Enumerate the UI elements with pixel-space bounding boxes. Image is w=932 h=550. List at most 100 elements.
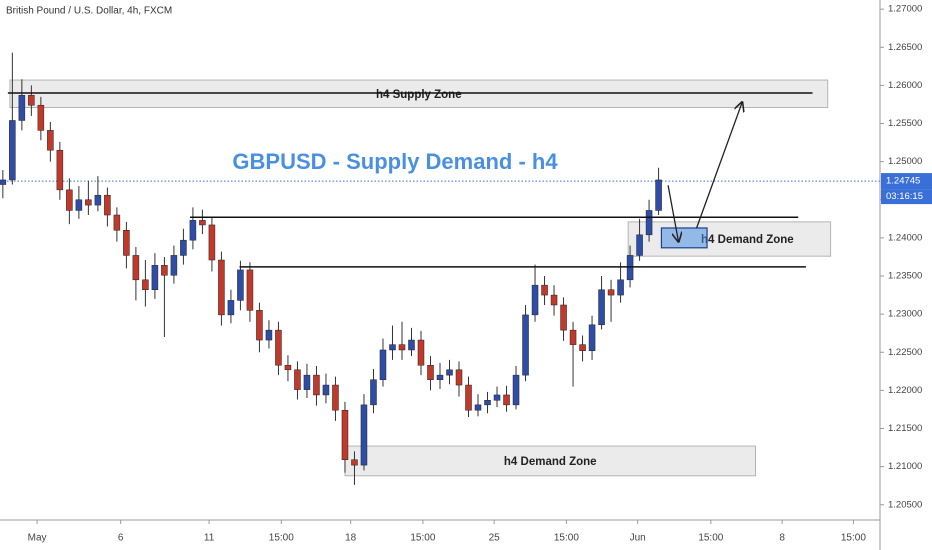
y-tick-label: 1.21000 (888, 461, 922, 472)
zone-label: h4 Supply Zone (376, 89, 462, 101)
candle-body (56, 149, 64, 191)
candle-body (113, 214, 121, 231)
candle-body (66, 189, 73, 211)
zone (9, 79, 829, 109)
arrow (695, 102, 743, 229)
candle-body (246, 269, 254, 311)
x-tick-label: Jun (630, 533, 646, 544)
last-price-label: 1.24745 (886, 176, 920, 187)
candle-body (598, 289, 605, 326)
candle-body (189, 220, 197, 241)
candle-body (588, 324, 596, 351)
candle-body (408, 339, 415, 351)
zone-label: h4 Demand Zone (504, 456, 597, 468)
candle-body (85, 199, 92, 206)
annotation: GBPUSD - Supply Demand - h4 (232, 149, 558, 174)
candle-body (0, 179, 7, 185)
candle-body (522, 314, 529, 376)
x-tick-label: 15:00 (410, 533, 435, 544)
candle-body (199, 220, 206, 226)
candle-body (541, 284, 548, 296)
candle-body (465, 384, 472, 411)
x-tick-label: 18 (345, 533, 357, 544)
y-tick-label: 1.22000 (888, 385, 922, 396)
y-tick-label: 1.27000 (888, 4, 922, 15)
candle-body (256, 310, 263, 341)
candle-body (531, 284, 539, 316)
candle-body (560, 304, 567, 331)
candle-body (275, 329, 282, 366)
candle-body (645, 210, 653, 236)
x-tick-label: 15:00 (698, 533, 723, 544)
candle-body (607, 289, 615, 296)
y-tick-label: 1.22500 (888, 347, 922, 358)
y-tick-label: 1.24000 (888, 232, 922, 243)
candle-body (417, 339, 425, 366)
candle-body (655, 179, 662, 211)
y-tick-label: 1.25000 (888, 156, 922, 167)
y-tick-label: 1.23500 (888, 271, 922, 282)
candle-body (436, 374, 444, 380)
candle-body (474, 404, 482, 411)
candle-body (75, 199, 83, 211)
candle-body (94, 194, 102, 206)
candle-body (132, 255, 140, 281)
chart-title: British Pound / U.S. Dollar, 4h, FXCM (6, 6, 172, 17)
candle-body (503, 394, 510, 406)
candle-body (512, 374, 520, 406)
x-tick-label: 15:00 (841, 533, 866, 544)
candle-body (550, 294, 558, 306)
x-tick-label: 11 (204, 533, 215, 544)
candle-body (626, 255, 634, 281)
candle-body (170, 255, 178, 276)
candle-body (142, 279, 149, 290)
candle-body (493, 394, 501, 401)
candle-body (379, 349, 387, 380)
candle-body (446, 369, 453, 376)
countdown-label: 03:16:15 (886, 191, 923, 202)
y-tick-label: 1.26000 (888, 80, 922, 91)
x-tick-label: 25 (489, 533, 501, 544)
y-tick-label: 1.26500 (888, 42, 922, 53)
zone (344, 445, 757, 477)
candle-body (28, 95, 35, 106)
y-tick-label: 1.23000 (888, 309, 922, 320)
candle-body (180, 239, 187, 256)
x-tick-label: 6 (118, 533, 124, 544)
candle-body (161, 265, 168, 276)
candle-body (617, 279, 624, 296)
x-tick-label: 15:00 (269, 533, 294, 544)
candle-body (227, 300, 235, 316)
candle-body (636, 234, 643, 256)
candle-body (218, 259, 225, 316)
last-price-box (881, 173, 932, 190)
candle-body (208, 224, 216, 261)
candle-body (9, 120, 16, 181)
candle-body (151, 265, 159, 290)
candle-body (37, 104, 45, 131)
zone-label: h4 Demand Zone (701, 234, 794, 246)
candle-body (47, 130, 54, 151)
candle-body (18, 95, 26, 121)
candle-body (360, 404, 368, 466)
candle-body (303, 374, 311, 390)
candle-body (265, 329, 273, 341)
countdown-box (881, 189, 932, 205)
candle-body (104, 194, 111, 216)
y-tick-label: 1.25500 (888, 118, 922, 129)
arrow (667, 185, 678, 241)
candle-body (332, 384, 339, 411)
y-tick-label: 1.20500 (888, 499, 922, 510)
candle-body (294, 369, 301, 390)
candle-body (322, 384, 330, 396)
y-tick-label: 1.21500 (888, 423, 922, 434)
candle-body (237, 269, 244, 301)
candle-body (370, 379, 377, 406)
candle-body (351, 459, 358, 466)
x-tick-label: 8 (779, 533, 785, 544)
target-box (660, 227, 708, 249)
candle-body (455, 369, 463, 386)
candle-body (579, 344, 586, 351)
candle-body (123, 230, 130, 256)
